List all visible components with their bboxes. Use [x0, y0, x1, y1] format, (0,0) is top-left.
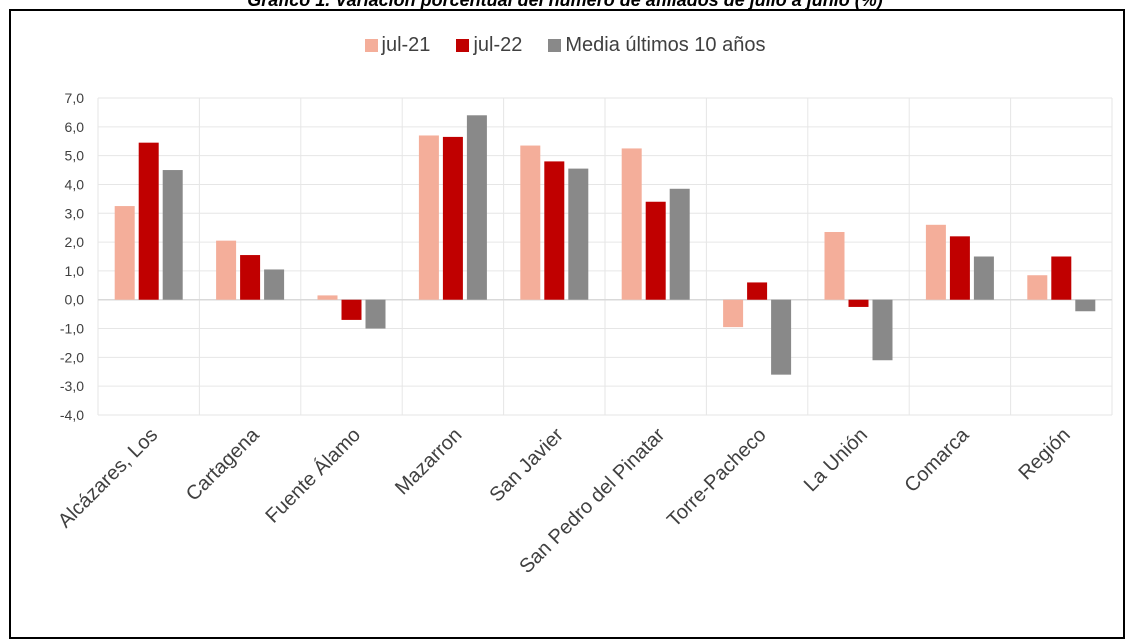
x-tick-label: Fuente Álamo: [261, 423, 365, 527]
bar-media-ltimos-10-a-os-6: [771, 299, 792, 375]
legend-label-jul-22: jul-22: [473, 33, 523, 56]
bar-media-ltimos-10-a-os-8: [973, 256, 994, 300]
y-tick-label: -1,0: [60, 321, 84, 337]
bar-media-ltimos-10-a-os-7: [872, 299, 893, 361]
bar-jul-22-3: [442, 136, 463, 300]
bar-media-ltimos-10-a-os-5: [669, 188, 690, 300]
y-tick-label: 4,0: [65, 176, 85, 192]
bar-jul-21-6: [723, 299, 744, 328]
y-tick-label: 1,0: [65, 263, 85, 279]
chart-frame: [9, 9, 1125, 639]
legend: jul-21 jul-22 Media últimos 10 años: [0, 30, 1130, 60]
bar-jul-21-1: [216, 240, 237, 300]
y-tick-label: 6,0: [65, 119, 85, 135]
bar-jul-22-5: [645, 201, 666, 300]
y-tick-label: 2,0: [65, 234, 85, 250]
bar-media-ltimos-10-a-os-2: [365, 299, 386, 329]
x-tick-label: San Javier: [485, 424, 568, 507]
bar-jul-22-7: [848, 299, 869, 307]
bar-jul-22-9: [1051, 256, 1072, 300]
legend-swatch-jul-22: [456, 38, 470, 52]
bar-jul-22-0: [138, 142, 159, 300]
legend-swatch-media: [548, 38, 562, 52]
y-tick-label: -2,0: [60, 349, 84, 365]
legend-label-media: Media últimos 10 años: [565, 33, 766, 56]
x-tick-label: Alcázares, Los: [54, 424, 162, 532]
bar-media-ltimos-10-a-os-0: [162, 170, 183, 300]
legend-label-jul-21: jul-21: [381, 33, 431, 56]
bar-jul-21-7: [824, 232, 845, 300]
bar-jul-22-8: [949, 236, 970, 300]
y-tick-label: -3,0: [60, 378, 84, 394]
bar-jul-22-2: [341, 299, 362, 320]
bar-jul-21-5: [621, 148, 642, 300]
bar-jul-21-4: [520, 145, 541, 300]
bar-jul-22-1: [240, 255, 261, 300]
bar-jul-21-2: [317, 295, 338, 300]
x-tick-label: Cartagena: [182, 423, 264, 505]
x-tick-label: La Unión: [800, 424, 872, 496]
legend-swatch-jul-21: [364, 38, 378, 52]
bar-jul-21-8: [925, 224, 946, 300]
x-tick-label: Comarca: [901, 423, 975, 497]
chart-title: Gráfico 1. Variación porcentual del núme…: [247, 0, 883, 10]
bar-jul-22-4: [544, 161, 565, 300]
bar-media-ltimos-10-a-os-1: [264, 269, 285, 300]
y-tick-label: 0,0: [65, 292, 85, 308]
legend-item-media: Media últimos 10 años: [548, 34, 765, 57]
bar-jul-21-3: [418, 135, 439, 300]
x-tick-label: Región: [1014, 424, 1074, 484]
y-tick-label: 3,0: [65, 205, 85, 221]
x-tick-label: Torre-Pacheco: [663, 424, 771, 532]
legend-item-jul-21: jul-21: [364, 33, 431, 57]
y-tick-label: 5,0: [65, 148, 85, 164]
legend-item-jul-22: jul-22: [456, 34, 522, 57]
bar-jul-21-0: [114, 206, 135, 300]
bar-jul-22-6: [747, 282, 768, 300]
y-tick-label: -4,0: [60, 407, 84, 423]
bar-media-ltimos-10-a-os-4: [568, 168, 589, 300]
x-tick-label: Mazarron: [391, 424, 466, 499]
y-tick-label: 7,0: [65, 90, 85, 106]
bar-media-ltimos-10-a-os-9: [1075, 299, 1096, 312]
bar-media-ltimos-10-a-os-3: [466, 115, 487, 300]
bar-jul-21-9: [1027, 275, 1048, 300]
